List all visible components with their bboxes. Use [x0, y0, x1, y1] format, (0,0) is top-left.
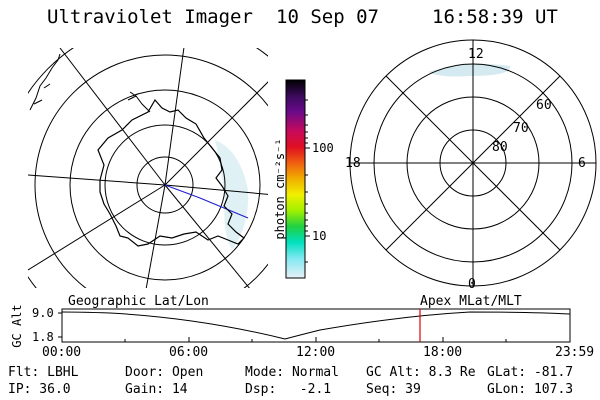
lat-circle — [69, 89, 261, 281]
meridian — [59, 48, 166, 186]
auroral-emission — [428, 64, 511, 77]
colorbar — [285, 79, 310, 279]
colorbar-ticks — [305, 99, 310, 263]
mlt-label-midnight: 0 — [468, 277, 476, 292]
geographic-label: Geographic Lat/Lon — [68, 294, 209, 309]
meridian — [164, 81, 268, 186]
antarctica-coastline — [97, 98, 245, 247]
meridian-lines — [28, 48, 268, 288]
mlat-label-60: 60 — [536, 98, 552, 113]
geographic-map — [28, 48, 268, 288]
observation-time: 16:58:39 UT — [432, 6, 558, 28]
xtick-0600: 06:00 — [169, 345, 209, 360]
meridian — [28, 174, 166, 186]
satellite-look-direction — [164, 184, 249, 219]
colorbar-tick-10: 10 — [312, 229, 327, 243]
colorbar-scale — [285, 79, 306, 279]
gc-alt-status: GC Alt: 8.3 Re — [366, 365, 476, 380]
latitude-circles — [28, 48, 268, 288]
mlat-label-70: 70 — [513, 121, 529, 136]
antarctic-peninsula — [127, 91, 151, 113]
meridian — [164, 48, 185, 186]
meridian — [164, 184, 250, 288]
meridian — [164, 184, 268, 195]
altitude-curve — [61, 311, 571, 340]
diagonal-line — [385, 75, 561, 251]
instrument-title: Ultraviolet Imager — [47, 6, 253, 28]
mlat-label-80: 80 — [492, 140, 508, 155]
altitude-ylabel: GC Alt — [10, 304, 24, 348]
altitude-plot — [58, 308, 571, 343]
colorbar-tick-100: 100 — [312, 141, 334, 155]
door-status: Door: Open — [125, 365, 204, 380]
mlt-label-dusk: 18 — [345, 156, 361, 171]
magnetic-polar-plot — [349, 39, 597, 287]
x-ticks — [61, 337, 571, 342]
south-america-coastline — [29, 53, 61, 111]
apex-label: Apex MLat/MLT — [420, 294, 522, 309]
xtick-1200: 12:00 — [296, 345, 336, 360]
ip-status: IP: 36.0 — [8, 382, 71, 397]
lat-circle — [136, 156, 194, 214]
lat-circle — [104, 124, 226, 246]
meridian — [28, 184, 166, 271]
seq-status: Seq: 39 — [366, 382, 421, 397]
mlt-label-dawn: 6 — [578, 156, 586, 171]
ytick-high: 9.0 — [32, 306, 54, 320]
mlt-label-noon: 12 — [468, 47, 484, 62]
mode-status: Mode: Normal — [245, 365, 339, 380]
xtick-1800: 18:00 — [423, 345, 463, 360]
lat-circle — [34, 54, 268, 288]
ytick-low: 1.8 — [32, 330, 54, 344]
colorbar-unit-label: photon cm⁻²s⁻¹ — [273, 138, 287, 240]
dsp-status: Dsp: -2.1 — [245, 382, 332, 397]
glon-status: GLon: 107.3 — [487, 382, 574, 397]
filter-status: Flt: LBHL — [8, 365, 79, 380]
xtick-2359: 23:59 — [555, 345, 595, 360]
observation-date: 10 Sep 07 — [276, 6, 379, 28]
auroral-emission — [215, 140, 249, 250]
xtick-0000: 00:00 — [42, 345, 82, 360]
gain-status: Gain: 14 — [125, 382, 188, 397]
glat-status: GLat: -81.7 — [487, 365, 574, 380]
